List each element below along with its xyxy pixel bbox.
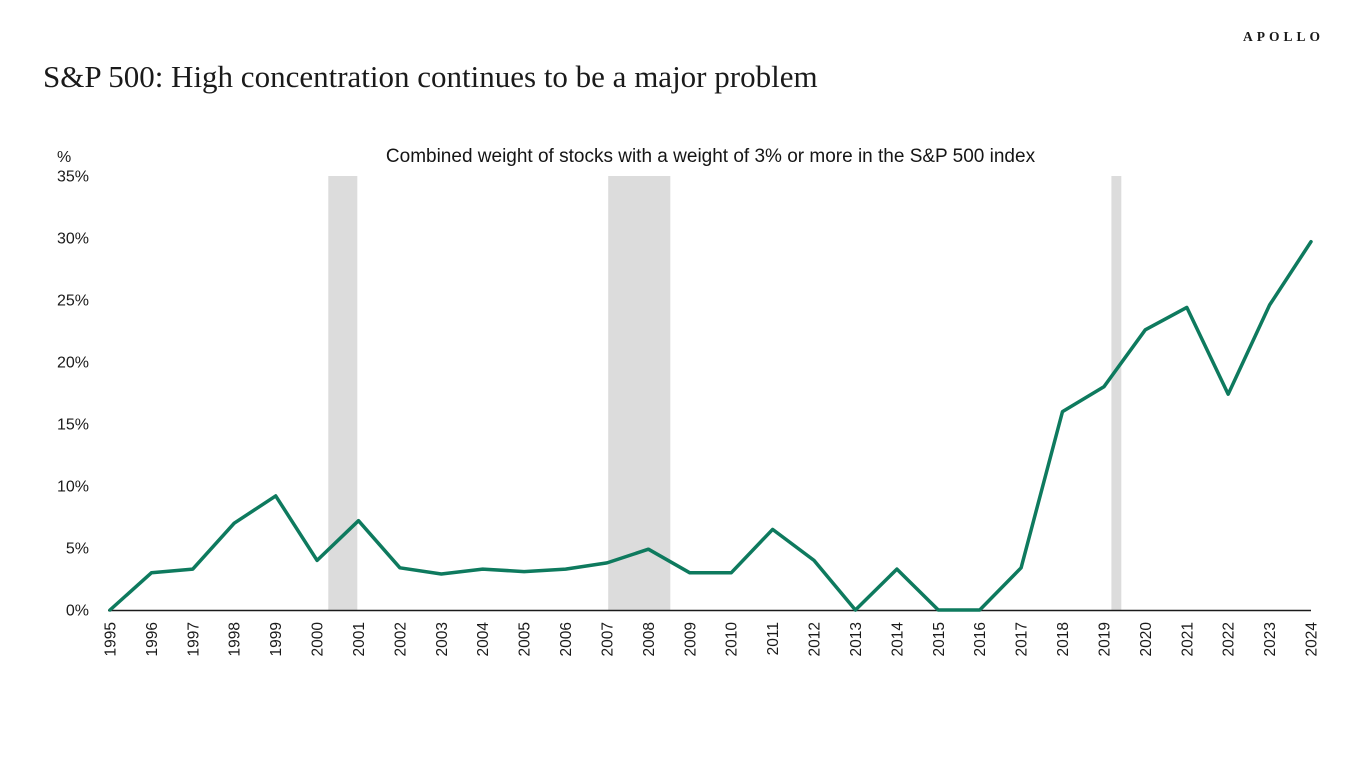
x-axis-tick-label: 1997 [185,622,202,656]
x-axis-tick-label: 2018 [1055,622,1072,656]
y-axis-tick-label: 10% [57,479,89,496]
x-axis-tick-label: 2008 [641,622,658,656]
x-axis-tick-label: 2014 [889,622,906,657]
x-axis-tick-label: 1995 [103,622,120,656]
y-axis-tick-label: 20% [57,355,89,372]
y-axis-tick-label: 35% [57,169,89,186]
x-axis-tick-label: 1999 [268,622,285,656]
x-axis-tick-label: 2024 [1304,622,1321,657]
apollo-logo: APOLLO [1242,29,1324,44]
y-axis-tick-label: 25% [57,293,89,310]
x-axis-tick-label: 2002 [392,622,409,656]
x-axis-tick-label: 2010 [724,622,741,657]
page-title: S&P 500: High concentration continues to… [43,59,818,94]
x-axis-tick-label: 2012 [807,622,824,656]
x-axis-tick-label: 2017 [1014,622,1031,656]
x-axis-tick-label: 2006 [558,622,575,656]
x-axis-tick-label: 2009 [682,622,699,656]
x-axis-tick-label: 1998 [227,622,244,656]
y-axis-tick-label: 15% [57,417,89,434]
x-axis-tick-label: 2011 [765,622,782,655]
y-axis-tick-label: 0% [66,603,89,620]
y-axis-unit-label: % [57,149,71,166]
x-axis-tick-label: 2015 [931,622,948,656]
x-axis-tick-label: 2020 [1138,622,1155,657]
x-axis-tick-label: 2019 [1096,622,1113,656]
x-axis-tick-label: 2022 [1221,622,1238,656]
x-axis-tick-label: 2000 [310,622,327,657]
x-axis-tick-label: 1996 [144,622,161,656]
x-axis-tick-label: 2023 [1262,622,1279,656]
x-axis-tick-label: 2004 [475,622,492,657]
x-axis-tick-label: 2005 [517,622,534,656]
y-axis-tick-label: 5% [66,541,89,558]
recession-band [1111,176,1122,610]
x-axis-tick-label: 2003 [434,622,451,656]
chart-title: Combined weight of stocks with a weight … [385,146,1036,167]
y-axis-tick-label: 30% [57,231,89,248]
x-axis-tick-label: 2016 [972,622,989,656]
x-axis-tick-label: 2013 [848,622,865,656]
recession-band [608,176,671,610]
x-axis-tick-label: 2021 [1179,622,1196,656]
x-axis-tick-label: 2007 [600,622,617,656]
concentration-line-series [108,239,1313,612]
x-axis-tick-label: 2001 [351,622,368,656]
